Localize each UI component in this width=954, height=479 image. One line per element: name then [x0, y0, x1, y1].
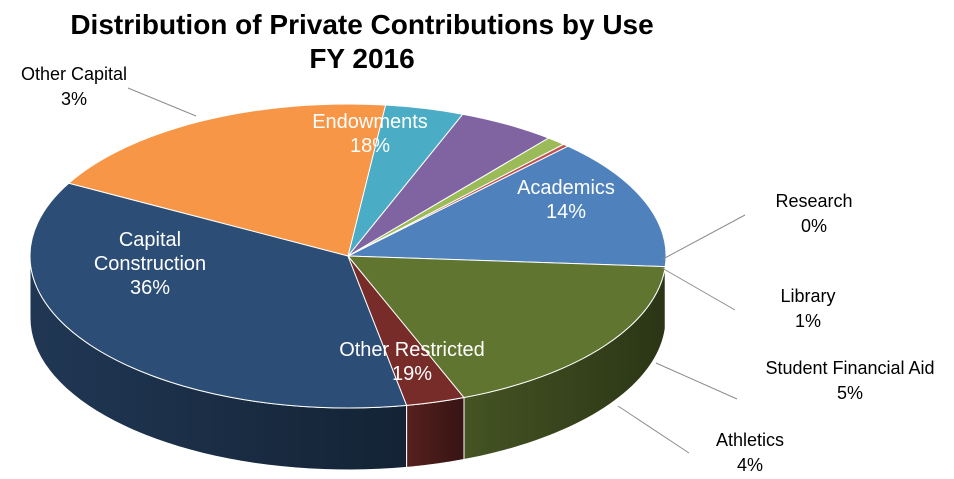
label-library: Library	[780, 286, 835, 306]
pie-top-faces	[29, 103, 667, 409]
value-endowments: 18%	[350, 135, 390, 157]
chart-title: Distribution of Private Contributions by…	[70, 9, 653, 40]
label-other-capital: Other Capital	[21, 64, 127, 84]
value-other-capital: 3%	[61, 89, 87, 109]
pie-slice-capital-construction	[29, 182, 408, 409]
label-endowments: Endowments	[312, 111, 428, 133]
value-research: 0%	[801, 216, 827, 236]
pie-slice-academics	[347, 145, 667, 268]
leader-student-financial-aid	[655, 362, 738, 400]
leader-research	[662, 214, 746, 260]
chart-subtitle: FY 2016	[309, 43, 414, 74]
label-research: Research	[775, 191, 852, 211]
label-student-financial-aid: Student Financial Aid	[765, 358, 934, 378]
pie-side-other-capital	[406, 396, 465, 468]
value-library: 1%	[795, 311, 821, 331]
label-capital-construction: Capital Construction	[94, 229, 206, 275]
pie-slice-endowments	[346, 255, 666, 399]
value-other-restricted: 19%	[392, 363, 432, 385]
leader-athletics	[617, 405, 690, 454]
value-student-financial-aid: 5%	[837, 383, 863, 403]
leader-library	[661, 267, 736, 311]
leader-other-capital	[127, 87, 197, 117]
value-athletics: 4%	[737, 455, 763, 475]
pie-side-walls	[29, 255, 667, 471]
leader-lines	[127, 87, 746, 454]
value-academics: 14%	[546, 201, 586, 223]
value-capital-construction: 36%	[130, 277, 170, 299]
label-academics: Academics	[517, 177, 615, 199]
label-athletics: Athletics	[716, 430, 784, 450]
pie-slice-other-restricted	[67, 103, 387, 257]
label-other-restricted: Other Restricted	[339, 339, 485, 361]
